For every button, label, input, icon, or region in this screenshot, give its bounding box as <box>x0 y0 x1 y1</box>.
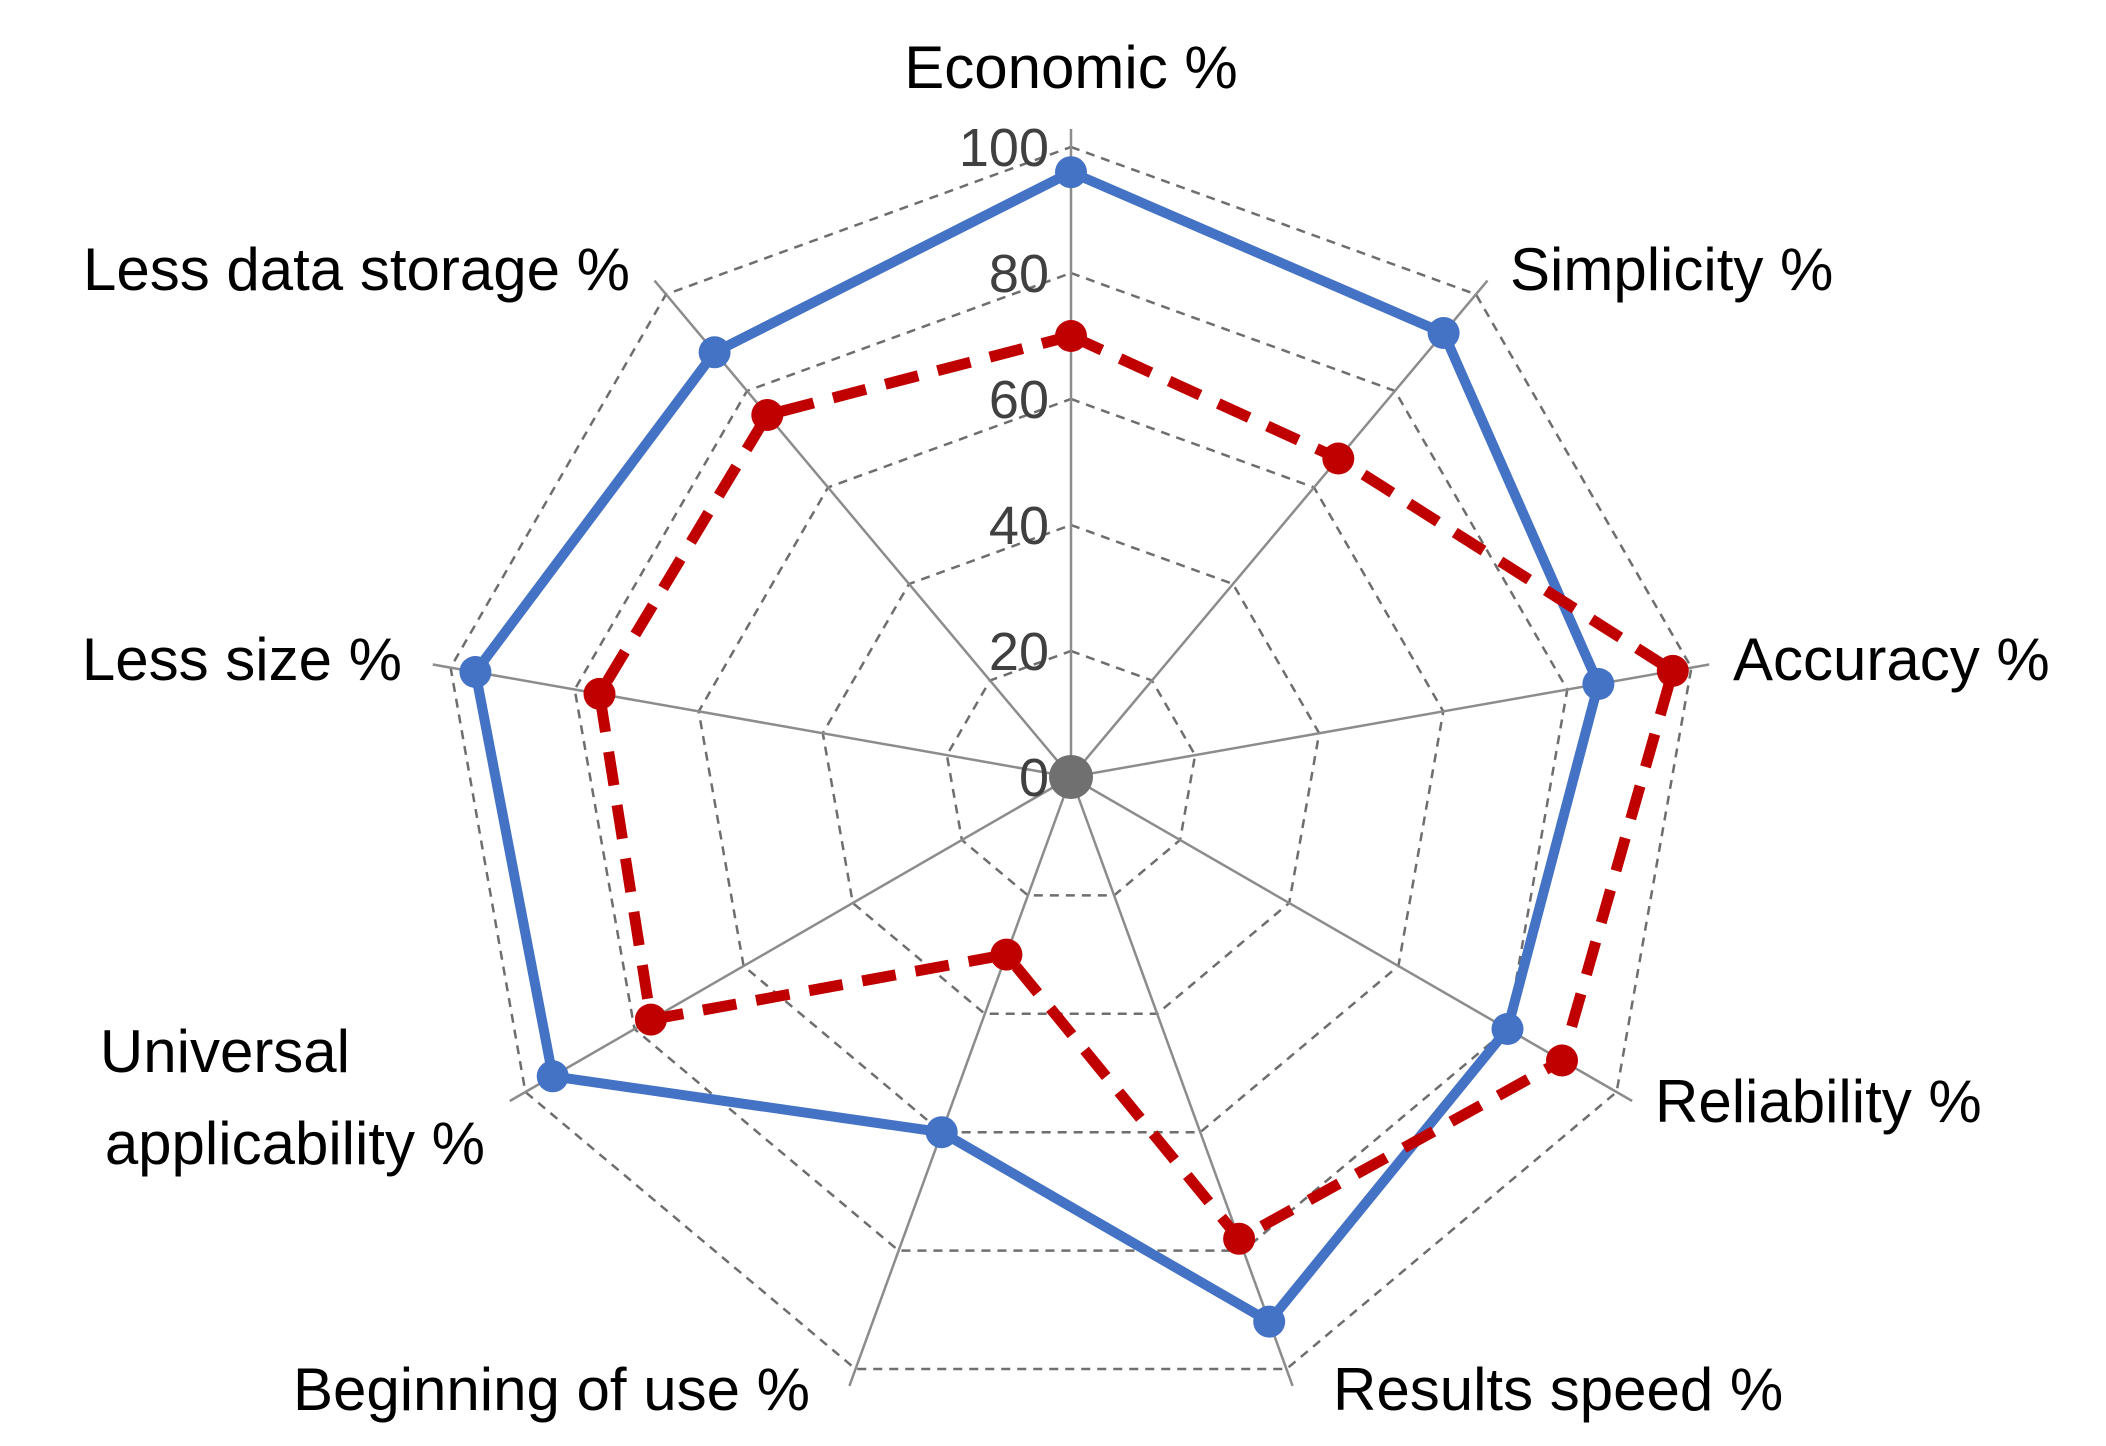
spoke-7 <box>432 663 1072 779</box>
series-1-point-7 <box>459 656 492 688</box>
center-point <box>1049 755 1093 799</box>
axis-label-4: Results speed % <box>1333 1356 1783 1423</box>
tick-label-20: 20 <box>989 622 1049 682</box>
spoke-4 <box>1069 776 1294 1387</box>
axis-label-7: Less size % <box>82 626 402 693</box>
series-layer <box>459 156 1689 1338</box>
spoke-3 <box>1070 775 1633 1103</box>
tick-label-0: 0 <box>1019 748 1049 808</box>
grid-ring-20 <box>945 649 1197 897</box>
series-2-point-5 <box>990 938 1023 971</box>
series-1-point-4 <box>1253 1305 1286 1338</box>
series-1-point-5 <box>925 1116 958 1149</box>
spoke-6 <box>509 775 1072 1103</box>
grid-ring-60 <box>697 397 1445 1134</box>
axis-label-6: Universal applicability % <box>100 1018 485 1177</box>
axis-label-1: Simplicity % <box>1510 236 1833 303</box>
series-1-point-2 <box>1582 668 1615 700</box>
series-2-point-0 <box>1055 320 1087 352</box>
spoke-5 <box>848 776 1073 1387</box>
series-1-point-3 <box>1491 1013 1524 1045</box>
grid-ring-100 <box>449 145 1693 1371</box>
series-2-point-1 <box>1322 442 1355 475</box>
series-2-point-7 <box>583 677 616 710</box>
spoke-1 <box>1070 279 1489 778</box>
axis-label-2: Accuracy % <box>1733 626 2050 693</box>
axis-label-5: Beginning of use % <box>293 1356 810 1423</box>
tick-label-60: 60 <box>989 370 1049 430</box>
series-2-point-4 <box>1223 1222 1256 1255</box>
series-1-point-6 <box>536 1060 569 1093</box>
series-2-point-6 <box>634 1003 667 1036</box>
grid-ring-40 <box>821 523 1321 1016</box>
tick-label-layer: 0 20 40 60 80 100 <box>959 118 1049 808</box>
tick-label-40: 40 <box>989 496 1049 556</box>
axis-label-0: Economic % <box>904 34 1237 101</box>
grid-ring-80 <box>573 271 1569 1252</box>
series-1-point-8 <box>698 336 731 369</box>
tick-label-80: 80 <box>989 244 1049 304</box>
series-line-2 <box>594 330 1679 1245</box>
series-2-point-3 <box>1546 1044 1578 1077</box>
series-1-point-1 <box>1427 317 1460 349</box>
series-1-point-0 <box>1055 156 1087 189</box>
axis-label-3: Reliability % <box>1655 1068 1982 1135</box>
axis-label-8: Less data storage % <box>83 236 630 303</box>
axis-label-layer: Economic % Simplicity % Accuracy % Reliabil… <box>82 34 2050 1423</box>
series-2-point-2 <box>1656 654 1689 687</box>
series-2-point-8 <box>751 399 784 431</box>
tick-label-100: 100 <box>959 118 1049 178</box>
series-line-1 <box>470 167 1604 1327</box>
